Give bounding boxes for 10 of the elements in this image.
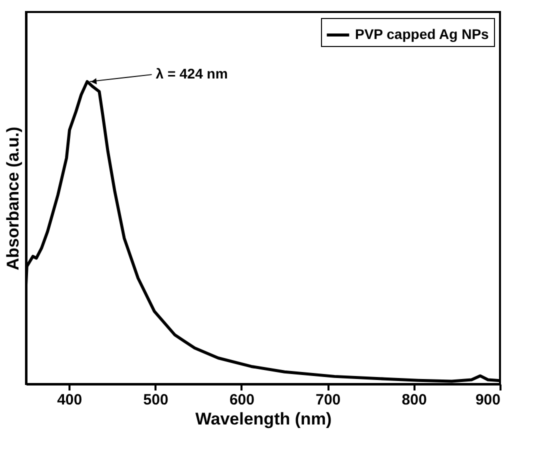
x-axis-title: Wavelength (nm) [195, 410, 332, 428]
annotation: λ = 424 nm [156, 66, 228, 82]
x-tick-label: 800 [402, 392, 427, 408]
legend-label: PVP capped Ag NPs [355, 26, 490, 42]
y-axis-title: Absorbance (a.u.) [4, 126, 22, 270]
x-tick-label: 500 [143, 392, 168, 408]
x-tick-label: 400 [57, 392, 82, 408]
x-tick-label: 700 [316, 392, 341, 408]
x-tick-label: 900 [475, 392, 500, 408]
x-tick-label: 600 [229, 392, 254, 408]
